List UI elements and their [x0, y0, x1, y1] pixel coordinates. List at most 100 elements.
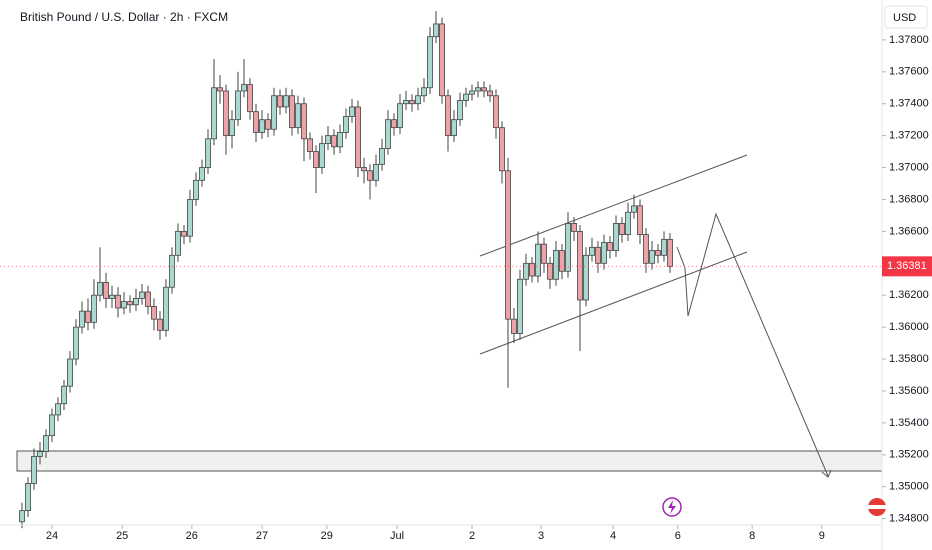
x-tick-label: 4	[610, 530, 616, 542]
y-tick-label: 1.36000	[889, 321, 929, 333]
candle-body	[343, 116, 349, 133]
candle-body	[613, 223, 619, 251]
y-tick-label: 1.35000	[889, 481, 929, 493]
candle-body	[109, 294, 115, 299]
candle-body	[475, 87, 481, 92]
candle-body	[91, 294, 97, 323]
candle-body	[625, 211, 631, 235]
x-tick-label: 25	[116, 530, 128, 542]
candle-body	[163, 286, 169, 331]
candle-body	[655, 250, 661, 256]
candle-body	[637, 205, 643, 235]
candle-body	[511, 318, 517, 334]
candle-body	[499, 127, 505, 172]
candle-body	[181, 230, 187, 237]
candle-body	[601, 242, 607, 264]
candle-body	[127, 301, 133, 306]
candle-body	[67, 358, 73, 387]
candle-body	[217, 87, 223, 92]
candle-body	[205, 138, 211, 168]
candle-body	[523, 262, 529, 280]
y-tick-label: 1.36200	[889, 289, 929, 301]
candle-body	[571, 223, 577, 232]
candle-body	[631, 205, 637, 213]
candle-body	[391, 119, 397, 129]
candle-body	[421, 87, 427, 97]
x-tick-label: 27	[256, 530, 268, 542]
y-tick-label: 1.37200	[889, 130, 929, 142]
candle-body	[295, 103, 301, 129]
candle-body	[97, 282, 103, 296]
arrow-head	[821, 469, 832, 478]
currency[interactable]: USD	[893, 12, 916, 24]
candle-body	[403, 100, 409, 105]
candle-body	[379, 148, 385, 165]
currency-box[interactable]	[884, 5, 928, 29]
candle-body	[169, 254, 175, 288]
candle-body	[337, 132, 343, 148]
x-tick-label: 3	[538, 530, 544, 542]
candle-body	[541, 243, 547, 264]
event-icon	[668, 500, 676, 514]
x-tick-label: Jul	[390, 530, 404, 542]
x-tick-label: 24	[46, 530, 58, 542]
candle-body	[355, 106, 361, 168]
y-tick-label: 1.37800	[889, 34, 929, 46]
candle-body	[31, 455, 37, 484]
candle-body	[661, 238, 667, 256]
candle-body	[247, 84, 253, 113]
candle-body	[43, 435, 49, 452]
candle-body	[49, 414, 55, 437]
y-tick-label: 1.35400	[889, 417, 929, 429]
candle-body	[85, 310, 91, 323]
candle-body	[331, 135, 337, 148]
candle-body	[259, 119, 265, 133]
candle-body	[367, 170, 373, 181]
candle-body	[19, 510, 25, 523]
candle-body	[151, 305, 157, 320]
candle-body	[469, 90, 475, 95]
candle-body	[115, 294, 121, 309]
candle-body	[199, 167, 205, 181]
candle-body	[649, 250, 655, 264]
candle-body	[373, 163, 379, 181]
candle-body	[103, 282, 109, 299]
candle-body	[271, 95, 277, 130]
candle-body	[283, 95, 289, 108]
candle-body	[427, 36, 433, 89]
channel-upper	[479, 154, 748, 257]
channel-lower	[479, 251, 748, 355]
y-tick-label: 1.37000	[889, 161, 929, 173]
candle-body	[457, 100, 463, 121]
candle-body	[439, 23, 445, 97]
candle-body	[265, 119, 271, 130]
candle-body	[595, 246, 601, 264]
candle-body	[301, 103, 307, 140]
candle-body	[289, 95, 295, 129]
candle-body	[187, 199, 193, 237]
candle-body	[487, 90, 493, 97]
candle-body	[37, 451, 43, 457]
candle-body	[25, 483, 31, 512]
candle-body	[517, 278, 523, 334]
chart-title: British Pound / U.S. Dollar · 2h · FXCM	[20, 10, 228, 24]
candle-body	[241, 84, 247, 92]
last-price-label: 1.36381	[887, 260, 927, 272]
x-tick-label: 9	[819, 530, 825, 542]
candle-body	[415, 95, 421, 105]
candle-body	[607, 242, 613, 251]
y-tick-label: 1.37400	[889, 98, 929, 110]
candle-body	[559, 250, 565, 272]
candle-body	[451, 119, 457, 137]
candle-body	[505, 170, 511, 320]
candle-body	[481, 87, 487, 92]
candle-body	[463, 93, 469, 101]
candle-body	[157, 318, 163, 331]
candle-body	[253, 111, 259, 133]
flag-icon	[868, 505, 886, 509]
candle-body	[535, 243, 541, 277]
candle-body	[133, 298, 139, 306]
x-tick-label: 8	[749, 530, 755, 542]
candle-body	[667, 238, 673, 267]
